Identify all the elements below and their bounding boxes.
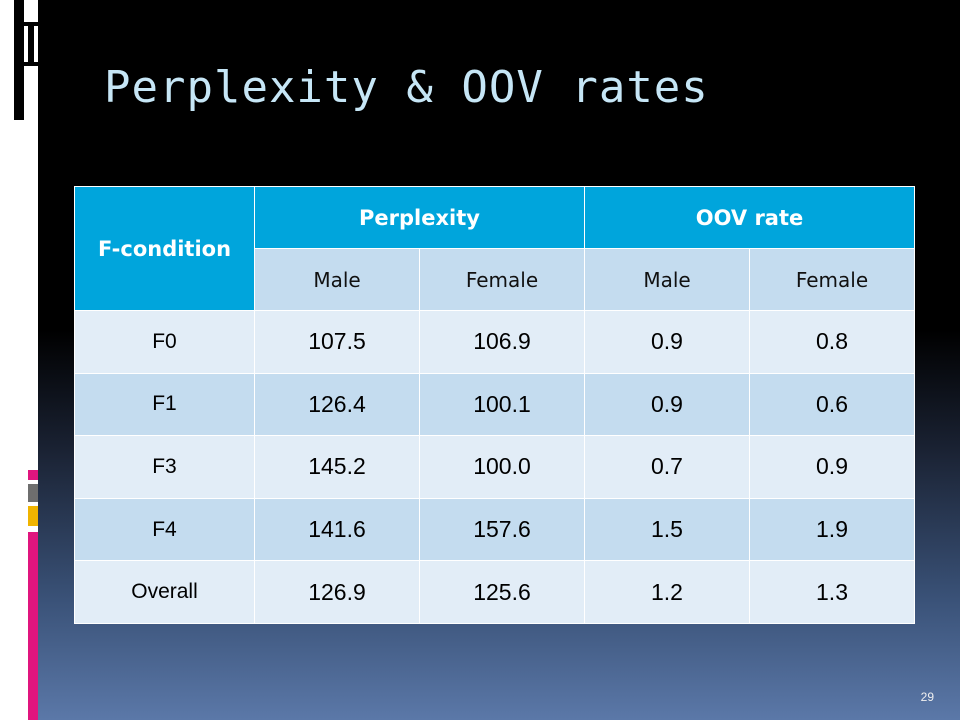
table-cell: 0.6 xyxy=(748,372,916,437)
row-header-f-condition: F-condition xyxy=(74,186,255,311)
row-label: F4 xyxy=(74,497,255,562)
slide-number: 29 xyxy=(920,690,934,704)
table-cell: 157.6 xyxy=(419,497,585,562)
corner-line-2 xyxy=(14,62,38,66)
row-label: F3 xyxy=(74,435,255,499)
table-cell: 0.9 xyxy=(584,372,750,437)
corner-bar-1 xyxy=(14,0,24,120)
sub-header-oov-female: Female xyxy=(748,248,916,311)
group-header-perplexity: Perplexity xyxy=(254,186,585,249)
row-label: F0 xyxy=(74,310,255,374)
table-cell: 125.6 xyxy=(419,560,585,624)
table-row: F1 126.4 100.1 0.9 0.6 xyxy=(74,372,916,437)
table-row: F4 141.6 157.6 1.5 1.9 xyxy=(74,497,916,562)
table-cell: 141.6 xyxy=(254,497,420,562)
corner-decoration xyxy=(14,0,38,120)
table-cell: 145.2 xyxy=(254,435,420,499)
table-cell: 0.8 xyxy=(748,310,916,374)
table-cell: 100.1 xyxy=(419,372,585,437)
accent-bar-gray xyxy=(28,484,38,502)
results-table: F-condition Perplexity OOV rate Male Fem… xyxy=(74,186,916,624)
table-row: F0 107.5 106.9 0.9 0.8 xyxy=(74,310,916,374)
row-label: F1 xyxy=(74,372,255,437)
table-cell: 0.9 xyxy=(748,435,916,499)
sub-header-perplexity-male: Male xyxy=(254,248,420,311)
table-cell: 1.5 xyxy=(584,497,750,562)
table-cell: 106.9 xyxy=(419,310,585,374)
table-cell: 126.4 xyxy=(254,372,420,437)
table-cell: 0.7 xyxy=(584,435,750,499)
page-title: Perplexity & OOV rates xyxy=(104,62,709,113)
accent-bar-pink-1 xyxy=(28,470,38,480)
accent-bar-gold xyxy=(28,506,38,526)
accent-bar-pink-2 xyxy=(28,532,38,720)
corner-bar-2 xyxy=(28,26,34,62)
table-row: Overall 126.9 125.6 1.2 1.3 xyxy=(74,560,916,624)
table-cell: 100.0 xyxy=(419,435,585,499)
group-header-oov-rate: OOV rate xyxy=(583,186,916,249)
sub-header-perplexity-female: Female xyxy=(419,248,585,311)
table-cell: 1.9 xyxy=(748,497,916,562)
table-cell: 1.2 xyxy=(584,560,750,624)
row-label: Overall xyxy=(74,560,255,624)
table-cell: 107.5 xyxy=(254,310,420,374)
sub-header-oov-male: Male xyxy=(584,248,750,311)
table-cell: 1.3 xyxy=(748,560,916,624)
table-row: F3 145.2 100.0 0.7 0.9 xyxy=(74,435,916,499)
table-cell: 0.9 xyxy=(584,310,750,374)
table-cell: 126.9 xyxy=(254,560,420,624)
corner-line-1 xyxy=(14,22,38,26)
